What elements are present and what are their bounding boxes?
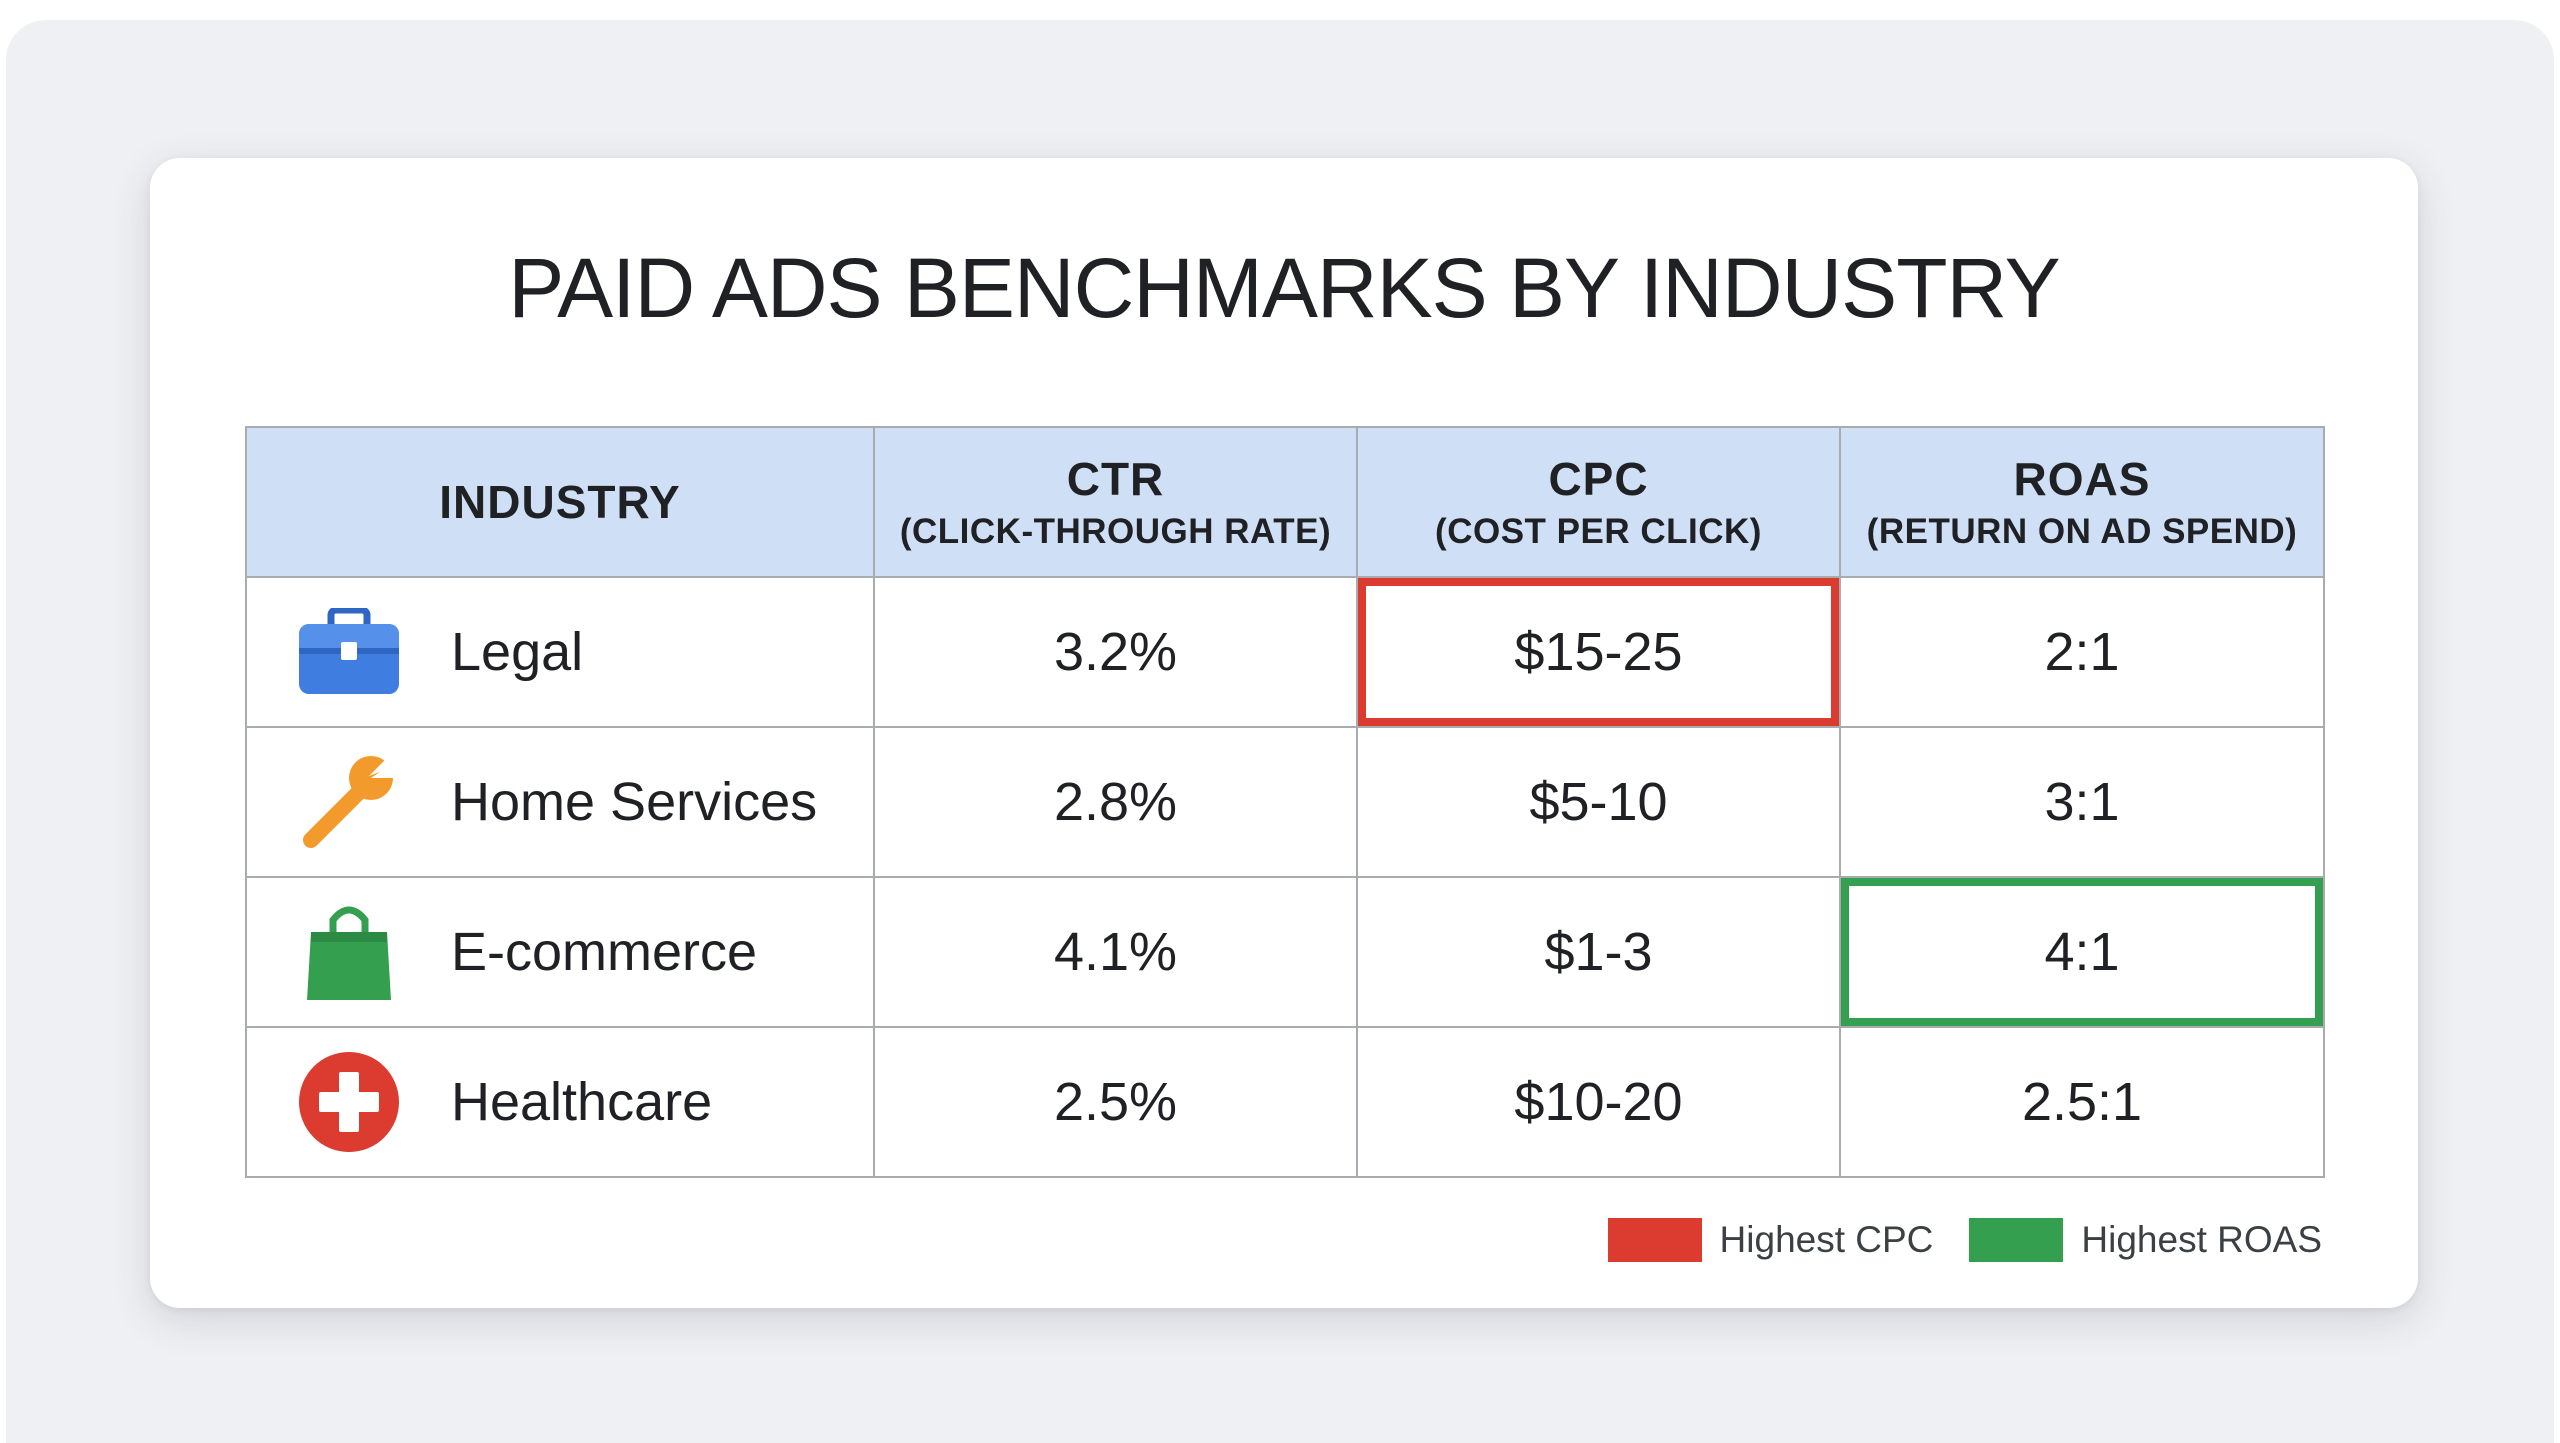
shopping-bag-icon [297,902,407,1002]
header-ctr-sublabel: (CLICK-THROUGH RATE) [899,512,1332,551]
legend-label: Highest CPC [1719,1219,1934,1260]
header-ctr: CTR (CLICK-THROUGH RATE) [873,426,1358,578]
header-ctr-label: CTR [1066,453,1165,505]
briefcase-icon [297,602,407,702]
industry-name: Legal [451,622,584,682]
industry-cell: Home Services [245,726,875,878]
header-roas: ROAS (RETURN ON AD SPEND) [1839,426,2325,578]
medical-cross-icon [297,1052,407,1152]
table-row-ecommerce: E-commerce 4.1% $1-3 4:1 [245,876,2325,1028]
legend-item-highest-cpc: Highest CPC [1607,1218,1934,1262]
wrench-icon [297,752,407,852]
header-roas-label: ROAS [2013,453,2151,505]
header-cpc-sublabel: (COST PER CLICK) [1435,512,1762,551]
roas-cell: 3:1 [1839,726,2325,878]
industry-name: E-commerce [451,922,758,982]
roas-cell: 2:1 [1839,576,2325,728]
header-cpc: CPC (COST PER CLICK) [1356,426,1841,578]
roas-cell: 2.5:1 [1839,1026,2325,1178]
header-cpc-label: CPC [1548,453,1649,505]
legend-label: Highest ROAS [2081,1219,2322,1260]
industry-name: Healthcare [451,1072,713,1132]
industry-cell: Legal [245,576,875,728]
ctr-cell: 3.2% [873,576,1358,728]
table-row-healthcare: Healthcare 2.5% $10-20 2.5:1 [245,1026,2325,1178]
legend-swatch-green [1969,1218,2064,1262]
ctr-cell: 2.8% [873,726,1358,878]
cpc-cell: $10-20 [1356,1026,1841,1178]
header-industry-label: INDUSTRY [439,476,681,528]
industry-cell: E-commerce [245,876,875,1028]
ctr-cell: 2.5% [873,1026,1358,1178]
chart-legend: Highest CPC Highest ROAS [1572,1218,2322,1262]
roas-cell-highest: 4:1 [1839,876,2325,1028]
table-row-home-services: Home Services 2.8% $5-10 3:1 [245,726,2325,878]
header-industry: INDUSTRY [245,426,875,578]
industry-cell: Healthcare [245,1026,875,1178]
page-title: PAID ADS BENCHMARKS BY INDUSTRY [508,241,2060,335]
cpc-cell-highest: $15-25 [1356,576,1841,728]
table-row-legal: Legal 3.2% $15-25 2:1 [245,576,2325,728]
industry-name: Home Services [451,772,818,832]
cpc-cell: $1-3 [1356,876,1841,1028]
benchmark-table: INDUSTRY CTR (CLICK-THROUGH RATE) CPC (C… [245,426,2325,1178]
legend-item-highest-roas: Highest ROAS [1969,1218,2322,1262]
ctr-cell: 4.1% [873,876,1358,1028]
legend-swatch-red [1607,1218,1702,1262]
header-roas-sublabel: (RETURN ON AD SPEND) [1866,512,2298,551]
cpc-cell: $5-10 [1356,726,1841,878]
table-header-row: INDUSTRY CTR (CLICK-THROUGH RATE) CPC (C… [245,426,2325,578]
